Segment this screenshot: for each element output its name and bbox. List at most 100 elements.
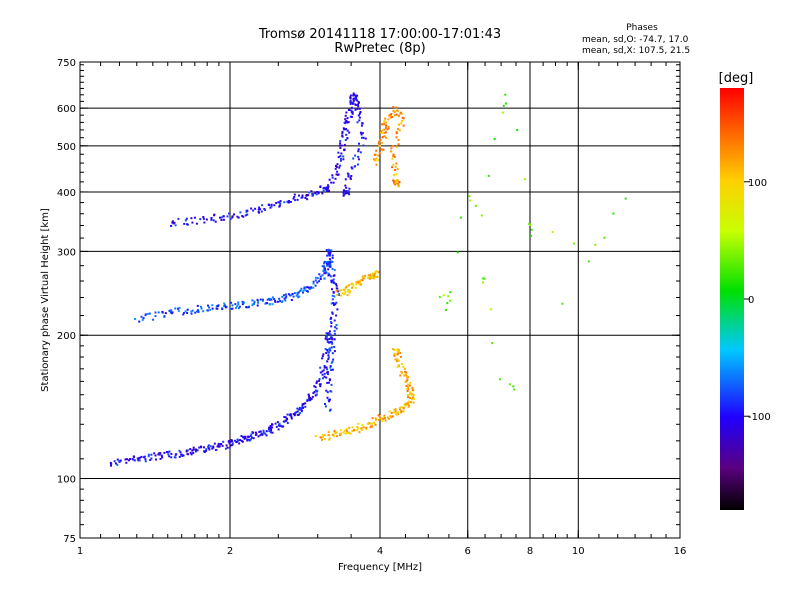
echo-point — [350, 106, 353, 109]
echo-point — [268, 426, 271, 429]
echo-point — [315, 382, 318, 385]
echo-point — [407, 404, 410, 407]
echo-point — [339, 429, 342, 432]
echo-point — [391, 415, 394, 418]
echo-point — [391, 166, 394, 169]
echo-point — [212, 446, 215, 449]
echo-point — [474, 204, 477, 207]
echo-point — [327, 272, 330, 275]
x-tick-label: 16 — [674, 546, 687, 557]
echo-point — [339, 155, 342, 157]
echo-point — [220, 443, 222, 446]
echo-point — [144, 458, 147, 461]
echo-point — [342, 155, 345, 158]
echo-point — [398, 181, 401, 183]
echo-point — [229, 440, 232, 443]
echo-point — [395, 145, 398, 148]
echo-point — [186, 311, 189, 314]
echo-point — [408, 393, 411, 396]
echo-point — [327, 263, 330, 266]
echo-point — [389, 116, 392, 119]
echo-point — [295, 294, 298, 297]
echo-point — [377, 271, 380, 274]
echo-point — [237, 301, 240, 304]
echo-point — [357, 105, 360, 108]
echo-point — [154, 311, 157, 314]
echo-point — [223, 302, 226, 305]
echo-point — [251, 303, 254, 306]
colorbar-label: [deg] — [719, 71, 754, 86]
echo-point — [252, 209, 255, 212]
echo-point — [355, 281, 358, 284]
echo-point — [332, 302, 335, 304]
echo-point — [398, 129, 401, 132]
echo-point — [331, 360, 334, 363]
echo-point — [357, 155, 360, 158]
echo-point — [284, 416, 287, 419]
echo-point — [224, 304, 226, 307]
echo-point — [253, 303, 255, 305]
echo-point — [356, 121, 359, 124]
echo-point — [283, 420, 286, 423]
echo-point — [307, 290, 309, 293]
echo-point — [364, 274, 367, 277]
echo-point — [197, 310, 200, 313]
echo-point — [331, 352, 334, 355]
echo-point — [328, 438, 331, 441]
echo-point — [328, 347, 331, 350]
echo-point — [210, 218, 213, 221]
echo-point — [342, 288, 345, 291]
echo-point — [332, 435, 335, 438]
echo-point — [302, 402, 305, 405]
echo-point — [282, 425, 285, 428]
echo-point — [383, 120, 386, 122]
echo-point — [230, 444, 233, 447]
echo-point — [273, 204, 276, 207]
echo-point — [205, 218, 208, 221]
echo-point — [299, 407, 302, 410]
echo-point — [240, 435, 243, 438]
echo-point — [340, 289, 343, 291]
echo-point — [322, 377, 324, 380]
echo-point — [400, 112, 403, 115]
echo-point — [409, 391, 412, 394]
echo-point — [266, 302, 269, 305]
echo-point — [217, 443, 220, 446]
echo-point — [352, 101, 355, 104]
echo-point — [374, 270, 377, 273]
echo-point — [159, 457, 162, 460]
echo-point — [344, 139, 347, 141]
echo-point — [344, 114, 347, 117]
echo-point — [331, 176, 334, 179]
echo-point — [329, 390, 332, 393]
echo-point — [327, 381, 330, 384]
echo-point — [158, 452, 161, 455]
echo-point — [304, 286, 307, 289]
echo-point — [390, 113, 393, 115]
echo-point — [334, 167, 337, 170]
echo-point — [168, 450, 171, 453]
echo-point — [143, 455, 146, 458]
echo-point — [365, 426, 368, 429]
echo-point — [193, 216, 196, 219]
echo-point — [261, 299, 264, 302]
echo-point — [513, 388, 516, 391]
echo-point — [397, 115, 400, 118]
echo-point — [468, 195, 471, 198]
echo-point — [349, 178, 352, 180]
echo-point — [236, 305, 239, 308]
echo-point — [131, 457, 134, 460]
echo-point — [392, 155, 394, 158]
echo-point — [374, 153, 377, 156]
echo-point — [191, 449, 194, 452]
echo-point — [327, 358, 330, 361]
echo-point — [339, 157, 342, 160]
echo-point — [259, 434, 262, 437]
echo-point — [395, 130, 398, 133]
x-tick-label: 6 — [465, 546, 471, 557]
echo-point — [152, 318, 155, 321]
echo-point — [310, 286, 313, 289]
echo-point — [359, 111, 362, 113]
echo-point — [333, 274, 336, 277]
